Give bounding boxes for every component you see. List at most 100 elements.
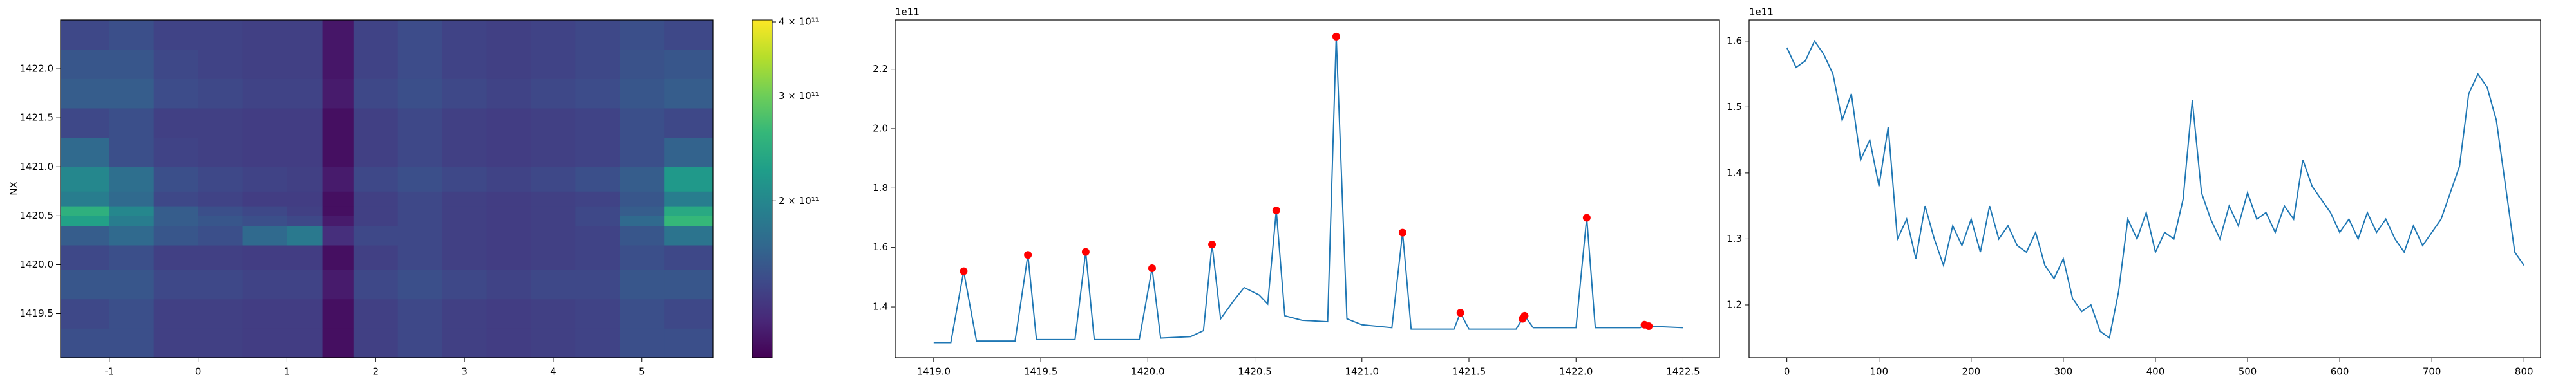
x-tick-label: 1422.0 [1559, 366, 1593, 378]
heatmap-cell [620, 225, 665, 246]
heatmap-cell [397, 299, 443, 329]
peak-marker [1398, 228, 1406, 237]
heatmap-cell [287, 225, 323, 246]
heatmap-cell [322, 225, 354, 246]
heatmap-cell [664, 107, 714, 138]
heatmap-cell [198, 191, 243, 207]
x-tick-label: 1420.0 [1131, 366, 1165, 378]
heatmap-cell [198, 49, 243, 79]
heatmap-cell [575, 299, 620, 329]
heatmap-cell [486, 206, 531, 216]
y-tick-label: 1.8 [873, 182, 888, 194]
heatmap-cell [486, 328, 531, 358]
heatmap-cell [242, 328, 287, 358]
heatmap-cell [620, 328, 665, 358]
heatmap-cell [198, 206, 243, 216]
heatmap-cell [109, 78, 155, 109]
heatmap-cell [486, 167, 531, 192]
heatmap-cell [322, 299, 354, 329]
heatmap-cell [61, 78, 110, 109]
y-tick-label: 1.2 [1727, 299, 1742, 310]
heatmap-cell [287, 137, 323, 167]
line [933, 36, 1683, 344]
heatmap-cell [442, 270, 488, 300]
heatmap-cell [575, 20, 620, 50]
heatmap-cell [575, 191, 620, 207]
heatmap-cell [486, 191, 531, 207]
heatmap-cell [575, 49, 620, 79]
heatmap-cell [287, 206, 323, 216]
heatmap-cell [353, 328, 399, 358]
heatmap-cell [198, 137, 243, 167]
heatmap-cell [198, 270, 243, 300]
heatmap-cell [397, 206, 443, 216]
peak-marker [1332, 32, 1340, 41]
axes-frame [60, 19, 714, 358]
heatmap-cell [442, 191, 488, 207]
heatmap-cell [442, 107, 488, 138]
heatmap-cell [353, 167, 399, 192]
heatmap-cell [61, 191, 110, 207]
peak-marker [1081, 248, 1090, 256]
peak-marker [1148, 264, 1156, 273]
heatmap-cell [486, 107, 531, 138]
heatmap-cell [620, 191, 665, 207]
peak-marker [1208, 241, 1217, 249]
colorbar [752, 19, 773, 358]
heatmap-cell [242, 191, 287, 207]
heatmap-cell [153, 137, 199, 167]
heatmap-cell [397, 20, 443, 50]
y-tick-label: 1420.5 [20, 210, 54, 221]
heatmap-cell [242, 216, 287, 226]
heatmap-cell [575, 328, 620, 358]
heatmap-cell [575, 107, 620, 138]
heatmap-cell [486, 299, 531, 329]
heatmap-cell [287, 49, 323, 79]
heatmap-cell [153, 216, 199, 226]
heatmap-cell [198, 216, 243, 226]
heatmap-cell [397, 137, 443, 167]
peak-marker [1024, 251, 1032, 259]
y-tick-label: 1.6 [1727, 35, 1742, 46]
heatmap-cell [397, 107, 443, 138]
x-tick-label: 1422.5 [1666, 366, 1700, 378]
heatmap-cell [531, 328, 576, 358]
heatmap-cell [242, 245, 287, 270]
heatmap-cell [109, 191, 155, 207]
heatmap-cell [242, 107, 287, 138]
x-tick-label: 4 [550, 366, 556, 378]
heatmap-cell [322, 49, 354, 79]
heatmap-cell [61, 49, 110, 79]
y-tick-label: 1422.0 [20, 63, 54, 75]
heatmap-cell [664, 191, 714, 207]
x-tick-label: 1419.5 [1024, 366, 1058, 378]
heatmap-cell [322, 270, 354, 300]
heatmap-cell [61, 328, 110, 358]
heatmap-cell [287, 167, 323, 192]
heatmap-cell [198, 328, 243, 358]
heatmap-cell [575, 206, 620, 216]
heatmap-cell [287, 107, 323, 138]
x-tick-label: 200 [1962, 366, 1980, 378]
heatmap-cell [153, 191, 199, 207]
heatmap-cell [198, 78, 243, 109]
heatmap-cell [61, 245, 110, 270]
heatmap-cell [287, 299, 323, 329]
heatmap-cell [486, 245, 531, 270]
heatmap-cell [242, 225, 287, 246]
heatmap-cell [153, 20, 199, 50]
heatmap-cell [153, 270, 199, 300]
heatmap-cell [664, 299, 714, 329]
heatmap-cell [531, 20, 576, 50]
colorbar-tick-label: 3 × 10¹¹ [779, 90, 819, 102]
heatmap-cell [353, 206, 399, 216]
heatmap-cell [109, 49, 155, 79]
axes-frame [895, 19, 1720, 358]
heatmap-cell [61, 216, 110, 226]
heatmap-cell [620, 270, 665, 300]
heatmap-cell [664, 245, 714, 270]
heatmap-cell [397, 78, 443, 109]
heatmap-cell [153, 78, 199, 109]
heatmap-cell [153, 225, 199, 246]
heatmap-cell [61, 137, 110, 167]
